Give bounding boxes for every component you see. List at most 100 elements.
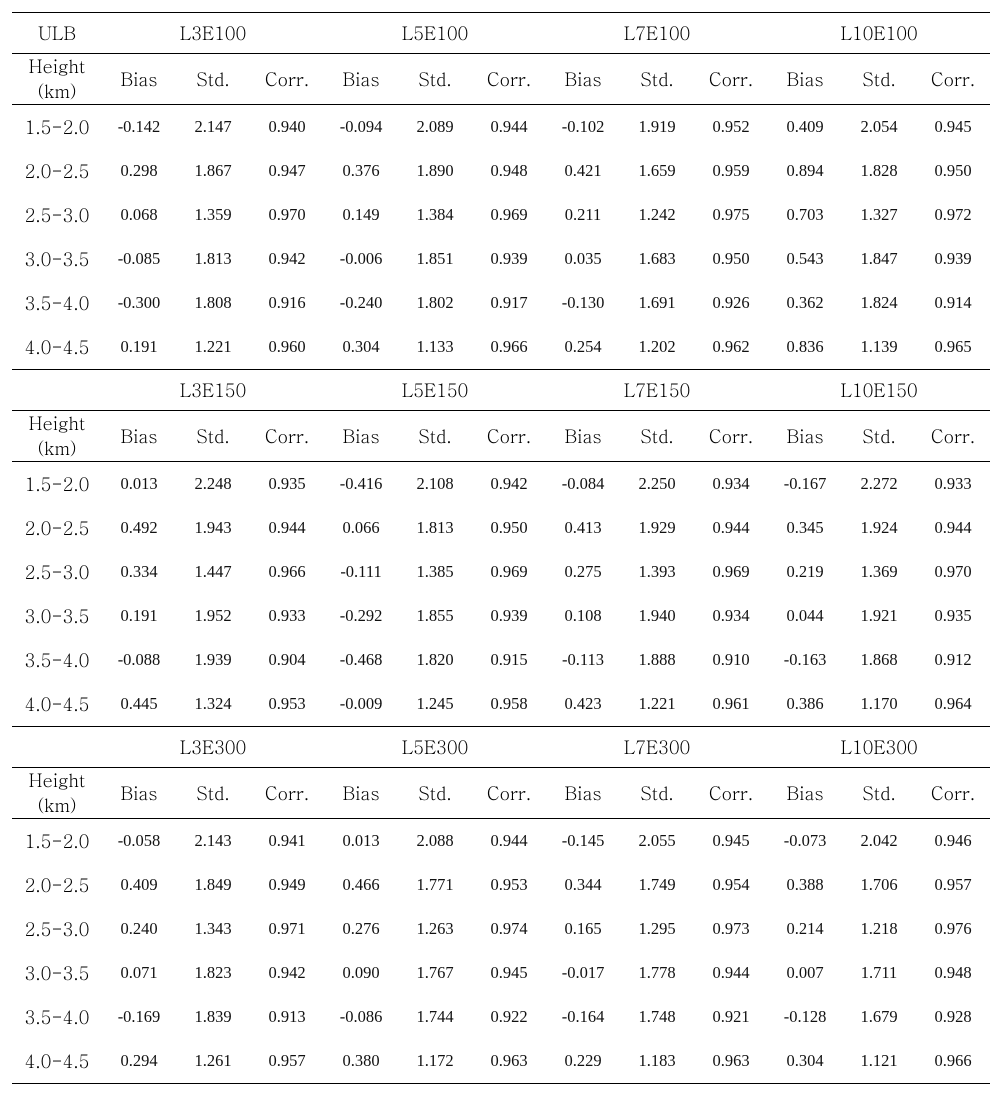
col-corr: Corr. — [472, 54, 546, 105]
table-cell: 1.218 — [842, 907, 916, 951]
table-cell: 0.703 — [768, 193, 842, 237]
table-cell: 1.295 — [620, 907, 694, 951]
table-cell: -0.085 — [102, 237, 176, 281]
table-cell: 0.066 — [324, 506, 398, 550]
table-cell: 0.304 — [324, 325, 398, 370]
col-bias: Bias — [546, 411, 620, 462]
table-cell: 2.042 — [842, 819, 916, 864]
table-cell: 0.276 — [324, 907, 398, 951]
height-range: 4.0-4.5 — [12, 1039, 102, 1084]
table-cell: 0.939 — [916, 237, 990, 281]
table-cell: 2.250 — [620, 462, 694, 507]
table-cell: 1.813 — [398, 506, 472, 550]
table-cell: 0.380 — [324, 1039, 398, 1084]
table-cell: 1.139 — [842, 325, 916, 370]
stats-table: ULBL3E100L5E100L7E100L10E100Height(km)Bi… — [12, 12, 990, 1084]
group-header: L10E150 — [768, 370, 990, 411]
col-std: Std. — [398, 768, 472, 819]
block-left-header — [12, 370, 102, 411]
table-cell: 0.916 — [250, 281, 324, 325]
col-bias: Bias — [102, 54, 176, 105]
table-cell: 1.855 — [398, 594, 472, 638]
table-cell: 0.910 — [694, 638, 768, 682]
table-cell: 1.847 — [842, 237, 916, 281]
col-std: Std. — [620, 768, 694, 819]
table-cell: 0.935 — [250, 462, 324, 507]
col-std: Std. — [620, 54, 694, 105]
table-cell: 0.971 — [250, 907, 324, 951]
table-cell: 1.327 — [842, 193, 916, 237]
table-cell: 1.771 — [398, 863, 472, 907]
table-cell: 0.068 — [102, 193, 176, 237]
col-bias: Bias — [768, 768, 842, 819]
table-cell: 0.421 — [546, 149, 620, 193]
table-cell: 0.962 — [694, 325, 768, 370]
table-cell: 1.868 — [842, 638, 916, 682]
table-cell: 1.919 — [620, 105, 694, 150]
table-cell: 0.294 — [102, 1039, 176, 1084]
col-std: Std. — [398, 54, 472, 105]
table-cell: 0.957 — [250, 1039, 324, 1084]
table-cell: 0.376 — [324, 149, 398, 193]
table-cell: 0.071 — [102, 951, 176, 995]
table-cell: 0.959 — [694, 149, 768, 193]
table-cell: 0.958 — [472, 682, 546, 727]
table-cell: 1.940 — [620, 594, 694, 638]
table-cell: 2.248 — [176, 462, 250, 507]
table-cell: 1.691 — [620, 281, 694, 325]
table-cell: 0.386 — [768, 682, 842, 727]
table-cell: 0.970 — [916, 550, 990, 594]
col-std: Std. — [842, 768, 916, 819]
table-cell: 0.969 — [472, 193, 546, 237]
col-bias: Bias — [324, 54, 398, 105]
table-cell: 0.007 — [768, 951, 842, 995]
table-cell: 0.948 — [472, 149, 546, 193]
col-corr: Corr. — [472, 411, 546, 462]
table-cell: 0.211 — [546, 193, 620, 237]
table-cell: -0.094 — [324, 105, 398, 150]
col-std: Std. — [398, 411, 472, 462]
table-cell: 1.679 — [842, 995, 916, 1039]
table-cell: 0.044 — [768, 594, 842, 638]
table-cell: 0.944 — [472, 819, 546, 864]
table-cell: 0.922 — [472, 995, 546, 1039]
table-cell: 0.836 — [768, 325, 842, 370]
height-range: 2.0-2.5 — [12, 506, 102, 550]
table-cell: 0.445 — [102, 682, 176, 727]
group-header: L7E150 — [546, 370, 768, 411]
table-cell: 0.945 — [472, 951, 546, 995]
table-cell: 1.172 — [398, 1039, 472, 1084]
table-cell: 0.950 — [916, 149, 990, 193]
group-header: L5E100 — [324, 13, 546, 54]
table-cell: 0.954 — [694, 863, 768, 907]
table-cell: 0.913 — [250, 995, 324, 1039]
table-cell: 0.894 — [768, 149, 842, 193]
table-cell: 2.054 — [842, 105, 916, 150]
table-cell: 2.108 — [398, 462, 472, 507]
table-cell: 2.088 — [398, 819, 472, 864]
table-cell: 0.944 — [250, 506, 324, 550]
table-cell: 0.942 — [472, 462, 546, 507]
height-label: Height(km) — [29, 411, 86, 461]
height-header: Height(km) — [12, 54, 102, 105]
col-bias: Bias — [768, 54, 842, 105]
table-cell: -0.416 — [324, 462, 398, 507]
table-cell: 0.935 — [916, 594, 990, 638]
group-header: L3E300 — [102, 727, 324, 768]
table-cell: 1.867 — [176, 149, 250, 193]
table-cell: 0.944 — [694, 506, 768, 550]
height-range: 3.0-3.5 — [12, 951, 102, 995]
col-std: Std. — [842, 54, 916, 105]
table-cell: 0.939 — [472, 237, 546, 281]
table-cell: 0.334 — [102, 550, 176, 594]
table-cell: -0.167 — [768, 462, 842, 507]
table-cell: 0.953 — [472, 863, 546, 907]
table-cell: 1.324 — [176, 682, 250, 727]
height-range: 3.5-4.0 — [12, 995, 102, 1039]
table-cell: 0.345 — [768, 506, 842, 550]
col-std: Std. — [176, 411, 250, 462]
table-cell: 0.934 — [694, 462, 768, 507]
table-cell: 0.254 — [546, 325, 620, 370]
table-cell: 0.965 — [916, 325, 990, 370]
table-cell: 0.945 — [694, 819, 768, 864]
